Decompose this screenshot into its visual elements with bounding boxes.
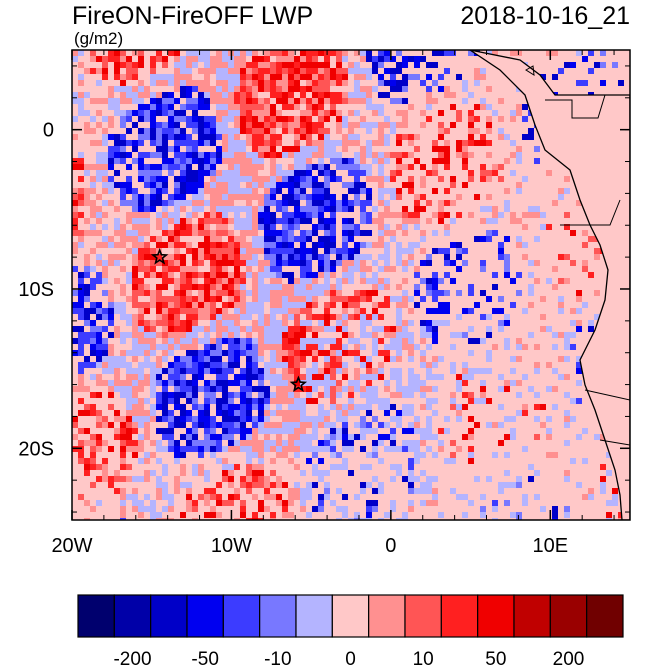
x-tick-label: 0 [385,535,396,557]
units-label: (g/m2) [74,29,124,48]
colorbar-swatch [113,594,152,638]
colorbar-swatch [77,594,115,638]
star-south-icon [289,375,308,392]
y-tick-label: 10S [18,279,54,301]
colorbar-label: 10 [413,649,434,667]
colorbar-swatch [404,594,442,638]
plot-frame [71,49,631,521]
colorbar-swatch [295,594,333,638]
colorbar-swatch [477,594,515,638]
colorbar-swatch [549,594,588,638]
colorbar-label: 0 [345,649,356,667]
colorbar-swatch [259,594,297,638]
colorbar-swatch [186,594,224,638]
colorbar-swatch [150,594,188,638]
colorbar-label: 200 [553,649,585,667]
x-tick-label: 10E [532,535,568,557]
colorbar-swatch [586,594,624,638]
colorbar: -200 -50 -10 0 10 50 200 [77,594,624,667]
colorbar-label: -200 [113,649,151,667]
colorbar-swatch [368,594,406,638]
x-tick-label: 10W [211,535,252,557]
y-tick-label: 0 [43,120,54,142]
colorbar-label: 50 [485,649,506,667]
colorbar-swatch [331,594,370,638]
colorbar-label: -50 [191,649,218,667]
x-tick-label: 20W [51,535,92,557]
y-tick-label: 20S [18,438,54,460]
colorbar-swatch [513,594,551,638]
colorbar-label: -10 [264,649,291,667]
coastline-africa [469,50,630,520]
plot-title: FireON-FireOFF LWP [72,2,314,30]
colorbar-swatch [222,594,261,638]
colorbar-swatch [440,594,479,638]
plot-datetime: 2018-10-16_21 [460,2,630,30]
star-north-icon [150,247,169,265]
